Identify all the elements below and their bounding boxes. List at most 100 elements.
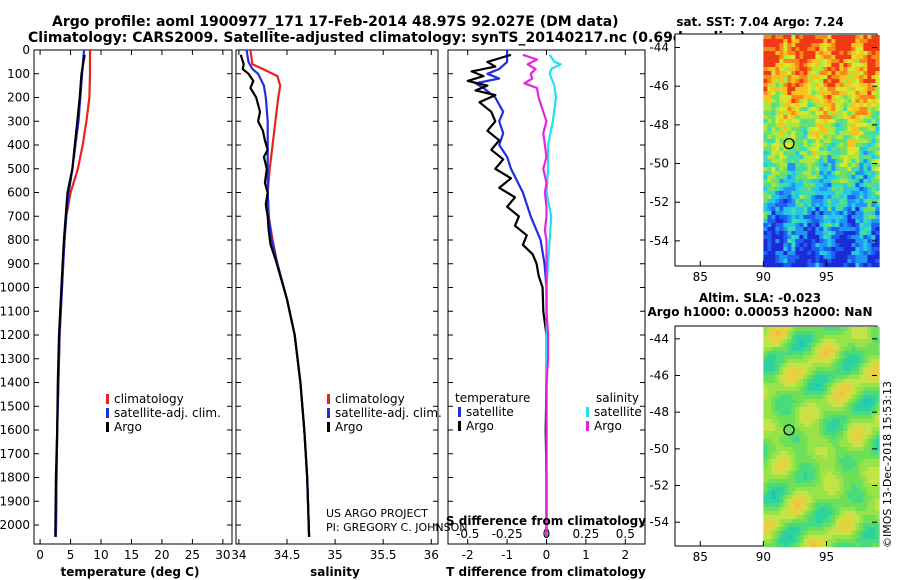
title-line-2: Climatology: CARS2009. Satellite-adjuste… [28, 30, 746, 46]
lon-tick-label: 90 [756, 270, 771, 284]
depth-tick-label: 700 [7, 209, 30, 223]
x-tick-label: -2 [462, 548, 474, 562]
sst-map-title: sat. SST: 7.04 Argo: 7.24 [676, 15, 843, 29]
x-tick-label: 35 [327, 548, 342, 562]
legend-entry: satellite-adj. clim. [335, 406, 442, 420]
x-tick-label: -1 [501, 548, 513, 562]
lat-tick-label: -52 [649, 479, 669, 493]
x-tick-label: 36 [424, 548, 439, 562]
lat-tick-label: -46 [649, 79, 669, 93]
depth-tick-label: 900 [7, 257, 30, 271]
depth-tick-label: 100 [7, 67, 30, 81]
legend-entry: Argo [594, 419, 622, 433]
x-tick-label: 34.5 [274, 548, 301, 562]
lon-tick-label: 95 [819, 270, 834, 284]
s-difference-axis-label: S difference from climatology [446, 514, 646, 528]
x-tick-label: 2 [621, 548, 629, 562]
depth-tick-label: 1200 [0, 328, 30, 342]
x-tick-label: 0 [36, 548, 44, 562]
depth-tick-label: 1800 [0, 471, 30, 485]
x-tick-label: 34 [231, 548, 246, 562]
depth-tick-label: 1100 [0, 304, 30, 318]
depth-tick-label: 1000 [0, 281, 30, 295]
lon-tick-label: 85 [693, 270, 708, 284]
lon-tick-label: 85 [693, 550, 708, 564]
depth-tick-label: 800 [7, 233, 30, 247]
legend-entry: Argo [466, 419, 494, 433]
salinity-axis-label: salinity [310, 565, 360, 579]
x-tick-label: 10 [93, 548, 108, 562]
map-field [763, 327, 880, 548]
x-tick-label: 15 [124, 548, 139, 562]
legend-title-salinity: salinity [596, 391, 639, 405]
imos-stamp: ©IMOS 13-Dec-2018 15:53:13 [881, 381, 894, 548]
legend-swatch [458, 407, 461, 417]
lat-tick-label: -54 [649, 515, 669, 529]
credit-pi: PI: GREGORY C. JOHNSON [326, 521, 467, 534]
depth-tick-label: 1600 [0, 423, 30, 437]
lat-tick-label: -44 [649, 332, 669, 346]
depth-tick-label: 400 [7, 138, 30, 152]
top-x-tick-label: -0.25 [492, 527, 523, 541]
legend-swatch [327, 394, 330, 404]
x-tick-label: 20 [154, 548, 169, 562]
legend-entry: climatology [114, 392, 184, 406]
depth-tick-label: 600 [7, 186, 30, 200]
x-tick-label: 1 [582, 548, 590, 562]
sla-map-title: Altim. SLA: -0.023 [699, 291, 821, 305]
temperature-axis-label: temperature (deg C) [61, 565, 200, 579]
credit-project: US ARGO PROJECT [326, 507, 428, 520]
t-difference-axis-label: T difference from climatology [446, 565, 646, 579]
legend-swatch [106, 394, 109, 404]
series-temperature-argo [466, 53, 548, 537]
depth-tick-label: 300 [7, 114, 30, 128]
legend-swatch [586, 407, 589, 417]
series-argo [54, 54, 86, 537]
legend-swatch [327, 408, 330, 418]
legend-swatch [106, 408, 109, 418]
legend-entry: climatology [335, 392, 405, 406]
x-tick-label: 35.5 [370, 548, 397, 562]
x-tick-label: 5 [67, 548, 75, 562]
depth-tick-label: 500 [7, 162, 30, 176]
depth-tick-label: 1300 [0, 352, 30, 366]
legend-entry: Argo [335, 420, 363, 434]
top-x-tick-label: 0.25 [573, 527, 600, 541]
x-tick-label: 30 [215, 548, 230, 562]
map-field [763, 35, 880, 268]
legend-title-temperature: temperature [455, 391, 530, 405]
legend-entry: Argo [114, 420, 142, 434]
series-salinity-argo [522, 53, 550, 537]
salinity-panel: 34 34.5 35 35.5 36 climatologysatellite-adj. … [231, 49, 442, 562]
series-temperature-satellite [474, 50, 548, 537]
lat-tick-label: -52 [649, 195, 669, 209]
float-position-marker [783, 424, 795, 436]
lat-tick-label: -44 [649, 41, 669, 55]
x-tick-label: 0 [543, 548, 551, 562]
sla-map-subtitle: Argo h1000: 0.00053 h2000: NaN [647, 305, 872, 319]
lon-tick-label: 95 [819, 550, 834, 564]
top-x-tick-label: -0.5 [456, 527, 479, 541]
top-x-tick-label: 0.5 [616, 527, 635, 541]
lat-tick-label: -48 [649, 405, 669, 419]
legend-swatch [458, 421, 461, 431]
depth-tick-label: 2000 [0, 518, 30, 532]
temperature-panel: 0100200300400500600700800900100011001200… [0, 43, 233, 562]
depth-tick-label: 1900 [0, 494, 30, 508]
legend-swatch [586, 421, 589, 431]
plot-frame [33, 49, 233, 545]
legend-swatch [106, 422, 109, 432]
series-argo [239, 54, 311, 537]
lat-tick-label: -50 [649, 442, 669, 456]
plot-frame [235, 49, 439, 545]
lat-tick-label: -50 [649, 157, 669, 171]
lat-tick-label: -54 [649, 234, 669, 248]
legend-swatch [327, 422, 330, 432]
depth-tick-label: 1700 [0, 447, 30, 461]
legend-entry: satellite-adj. clim. [114, 406, 221, 420]
depth-tick-label: 1400 [0, 376, 30, 390]
sst-map: -44 -46 -48 -50 -52 -54 85 90 95 [649, 33, 880, 284]
depth-tick-label: 1500 [0, 399, 30, 413]
